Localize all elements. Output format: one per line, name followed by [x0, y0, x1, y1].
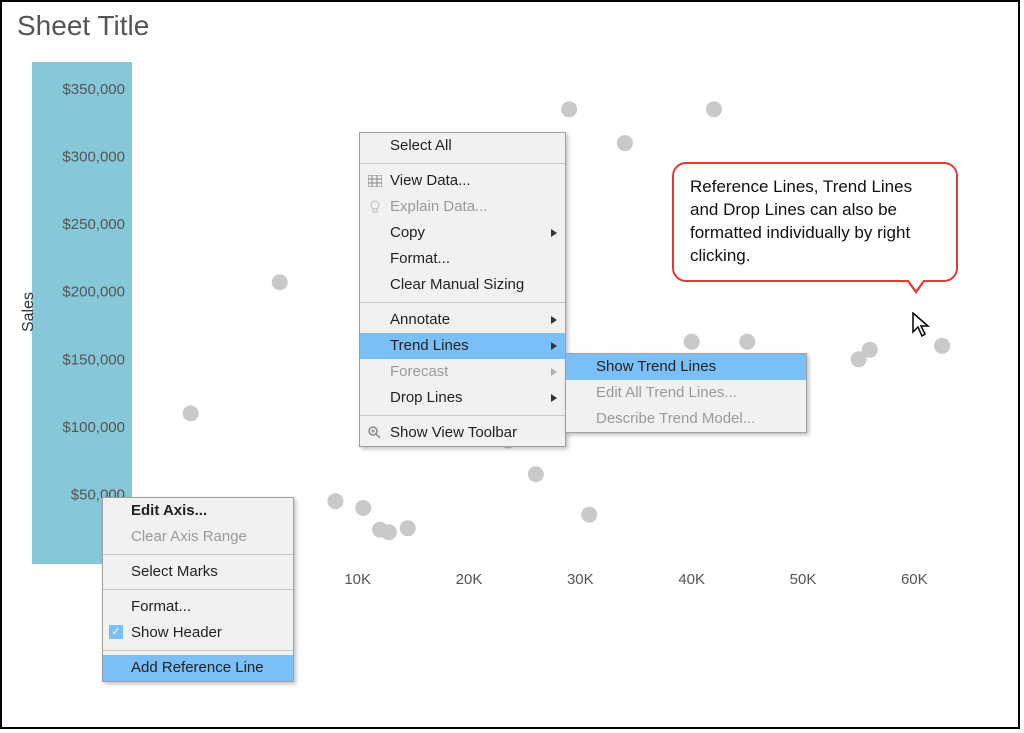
- submenu-arrow-icon: [551, 316, 557, 324]
- menu-separator: [103, 589, 293, 590]
- annotation-callout: Reference Lines, Trend Lines and Drop Li…: [672, 162, 958, 282]
- axis-context-menu: Edit Axis... Clear Axis Range Select Mar…: [102, 497, 294, 682]
- submenu-arrow-icon: [551, 342, 557, 350]
- menu-item-trend-lines[interactable]: Trend Lines: [360, 333, 565, 359]
- menu-item-show-header[interactable]: ✓ Show Header: [103, 620, 293, 646]
- svg-text:$200,000: $200,000: [62, 284, 125, 301]
- trend-lines-submenu: Show Trend Lines Edit All Trend Lines...…: [565, 353, 807, 433]
- lightbulb-icon: [366, 194, 384, 220]
- menu-item-select-marks[interactable]: Select Marks: [103, 559, 293, 585]
- magnify-icon: [366, 420, 384, 446]
- svg-text:10K: 10K: [344, 571, 371, 588]
- menu-item-annotate[interactable]: Annotate: [360, 307, 565, 333]
- svg-text:$100,000: $100,000: [62, 419, 125, 436]
- menu-item-show-trend-lines[interactable]: Show Trend Lines: [566, 354, 806, 380]
- svg-text:$350,000: $350,000: [62, 81, 125, 98]
- menu-separator: [103, 554, 293, 555]
- submenu-arrow-icon: [551, 394, 557, 402]
- menu-item-select-all[interactable]: Select All: [360, 133, 565, 159]
- app-frame: Sheet Title $50,000$100,000$150,000$200,…: [0, 0, 1020, 729]
- view-context-menu: Select All View Data... Explain Data... …: [359, 132, 566, 447]
- menu-item-clear-sizing[interactable]: Clear Manual Sizing: [360, 272, 565, 298]
- check-icon: ✓: [109, 625, 123, 639]
- svg-text:Sales: Sales: [20, 292, 37, 332]
- svg-text:50K: 50K: [790, 571, 817, 588]
- menu-item-edit-axis[interactable]: Edit Axis...: [103, 498, 293, 524]
- menu-item-label: Forecast: [390, 363, 448, 380]
- svg-text:30K: 30K: [567, 571, 594, 588]
- menu-item-format-axis[interactable]: Format...: [103, 594, 293, 620]
- menu-separator: [103, 650, 293, 651]
- svg-text:60K: 60K: [901, 571, 928, 588]
- menu-item-edit-all-trend-lines: Edit All Trend Lines...: [566, 380, 806, 406]
- menu-item-show-view-toolbar[interactable]: Show View Toolbar: [360, 420, 565, 446]
- menu-item-label: View Data...: [390, 172, 471, 189]
- menu-item-label: Show Header: [131, 624, 222, 641]
- menu-separator: [360, 302, 565, 303]
- menu-item-clear-axis-range: Clear Axis Range: [103, 524, 293, 550]
- svg-text:20K: 20K: [456, 571, 483, 588]
- menu-item-view-data[interactable]: View Data...: [360, 168, 565, 194]
- svg-text:$300,000: $300,000: [62, 149, 125, 166]
- menu-item-copy[interactable]: Copy: [360, 220, 565, 246]
- menu-item-label: Annotate: [390, 311, 450, 328]
- menu-item-explain-data: Explain Data...: [360, 194, 565, 220]
- menu-separator: [360, 163, 565, 164]
- menu-item-drop-lines[interactable]: Drop Lines: [360, 385, 565, 411]
- menu-item-forecast: Forecast: [360, 359, 565, 385]
- menu-item-label: Copy: [390, 224, 425, 241]
- svg-text:$150,000: $150,000: [62, 351, 125, 368]
- submenu-arrow-icon: [551, 229, 557, 237]
- svg-text:$250,000: $250,000: [62, 216, 125, 233]
- menu-item-label: Show View Toolbar: [390, 424, 517, 441]
- submenu-arrow-icon: [551, 368, 557, 376]
- menu-item-label: Drop Lines: [390, 389, 463, 406]
- menu-separator: [360, 415, 565, 416]
- sheet-title: Sheet Title: [17, 10, 149, 42]
- table-icon: [366, 168, 384, 194]
- menu-item-label: Explain Data...: [390, 198, 488, 215]
- menu-item-describe-trend-model: Describe Trend Model...: [566, 406, 806, 432]
- menu-item-label: Trend Lines: [390, 337, 469, 354]
- callout-text: Reference Lines, Trend Lines and Drop Li…: [690, 177, 912, 265]
- svg-text:40K: 40K: [678, 571, 705, 588]
- menu-item-add-reference-line[interactable]: Add Reference Line: [103, 655, 293, 681]
- menu-item-format[interactable]: Format...: [360, 246, 565, 272]
